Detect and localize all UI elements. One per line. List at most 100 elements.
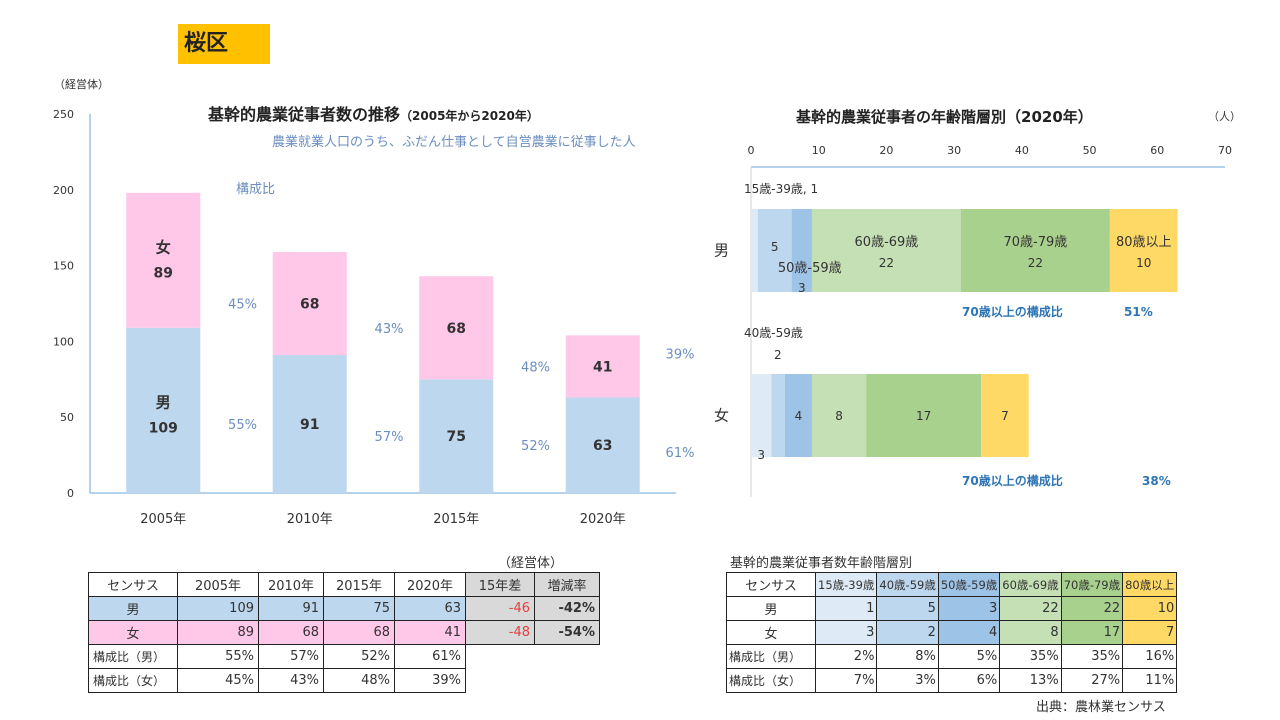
bar-segment	[751, 374, 772, 457]
ward-label: 桜区	[178, 24, 270, 64]
table-header-cell: 2020年	[394, 572, 466, 597]
table-cell: 89	[177, 620, 259, 645]
bar-value-label: 68	[300, 297, 319, 313]
table-cell: 10	[1122, 596, 1178, 621]
segment-value-label: 17	[916, 409, 931, 423]
ratio-label-male: 57%	[375, 430, 404, 445]
table-header-cell: 40歳-59歳	[876, 572, 939, 597]
bar-female	[272, 251, 347, 356]
x-tick-label: 20	[879, 144, 893, 157]
table-cell: -48	[465, 620, 535, 645]
ratio-label-female: 48%	[521, 360, 550, 375]
table-header-cell: 2010年	[258, 572, 324, 597]
x-tick-label: 60	[1150, 144, 1164, 157]
table-header-cell: 2005年	[177, 572, 259, 597]
y-tick-label: 150	[53, 260, 74, 273]
segment-value-label: 7	[1001, 409, 1009, 423]
chart1-ratio-label: 構成比	[236, 182, 275, 197]
table-cell: 22	[999, 596, 1062, 621]
table-row: 構成比（男） 2% 8% 5% 35% 35% 16%	[726, 644, 1178, 669]
bar-segment	[784, 374, 812, 457]
table-cell: 91	[258, 596, 324, 621]
callout-male-15-39: 15歳-39歳, 1	[744, 182, 818, 196]
female-ratio70-label: 70歳以上の構成比	[962, 473, 1063, 488]
table-cell: 8	[999, 620, 1062, 645]
table-header-cell: 80歳以上	[1122, 572, 1178, 597]
ratio-label-female: 45%	[228, 298, 257, 313]
table-cell: 7	[1122, 620, 1178, 645]
table-header-cell: 増減率	[534, 572, 600, 597]
bar-segment	[751, 209, 758, 292]
x-tick-label: 40	[1015, 144, 1029, 157]
table-cell: 1	[814, 596, 878, 621]
bar-value-label: 89	[154, 265, 173, 281]
table-cell: 3	[937, 596, 1001, 621]
table-cell: 構成比（男）	[726, 644, 816, 669]
table-cell: -46	[465, 596, 535, 621]
table-row: センサス 2005年 2010年 2015年 2020年 15年差 増減率	[88, 572, 600, 597]
ratio-label-male: 61%	[666, 446, 695, 461]
callout-female-40-59-value: 2	[774, 348, 782, 362]
female-ratio70-value: 38%	[1142, 474, 1171, 488]
bar-female	[565, 335, 640, 398]
table-cell: 27%	[1060, 668, 1124, 693]
bar-segment	[811, 209, 961, 292]
segment-value-label: 3	[798, 281, 806, 295]
table-header-cell: 15歳-39歳	[814, 572, 878, 597]
y-tick-label: 100	[53, 335, 74, 348]
bar-value-label: 91	[300, 417, 319, 433]
table-row: 構成比（女） 45% 43% 48% 39%	[88, 668, 600, 693]
table-row: 構成比（男） 55% 57% 52% 61%	[88, 644, 600, 669]
chart-workers-trend: （経営体） 基幹的農業従事者数の推移（2005年から2020年） 農業就業人口の…	[53, 77, 695, 527]
table-cell: 女	[726, 620, 816, 645]
table-cell: 3%	[876, 668, 939, 693]
table-header-cell: 15年差	[465, 572, 535, 597]
table-workers-by-sex: センサス 2005年 2010年 2015年 2020年 15年差 増減率 男 …	[88, 572, 600, 693]
bar-segment	[771, 374, 785, 457]
male-ratio70-value: 51%	[1124, 305, 1153, 319]
table-cell: 構成比（女）	[726, 668, 816, 693]
table-cell: 6%	[937, 668, 1001, 693]
table-cell: 22	[1060, 596, 1124, 621]
x-tick-label: 0	[748, 144, 755, 157]
ratio-label-male: 55%	[228, 418, 257, 433]
table-cell: 8%	[876, 644, 939, 669]
bar-segment	[960, 209, 1110, 292]
row-label: 男	[714, 242, 729, 260]
y-tick-label: 200	[53, 184, 74, 197]
table-header-cell: 70歳-79歳	[1060, 572, 1124, 597]
bar-value-label: 75	[447, 429, 466, 445]
segment-value-label: 22	[1028, 256, 1043, 270]
table-cell: -54%	[534, 620, 600, 645]
bar-male	[565, 397, 640, 493]
ratio-label-male: 52%	[521, 439, 550, 454]
bar-value-label: 63	[593, 438, 612, 454]
x-tick-label: 2005年	[140, 512, 186, 527]
table-header-cell: センサス	[88, 572, 178, 597]
table-cell: 45%	[177, 668, 259, 693]
table1-unit: （経営体）	[498, 556, 564, 571]
table-header-cell: 50歳-59歳	[937, 572, 1001, 597]
table-row: 女 3 2 4 8 17 7	[726, 620, 1178, 645]
callout-female-40-59: 40歳-59歳	[744, 326, 803, 340]
segment-name-label: 70歳-79歳	[1004, 235, 1068, 250]
table-cell: 55%	[177, 644, 259, 669]
segment-name-label: 60歳-69歳	[855, 235, 919, 250]
y-tick-label: 0	[67, 487, 74, 500]
table-cell: 61%	[394, 644, 466, 669]
bar-segment	[981, 374, 1029, 457]
bar-segment	[757, 209, 792, 292]
table-header-cell: 60歳-69歳	[999, 572, 1062, 597]
male-ratio70-label: 70歳以上の構成比	[962, 304, 1063, 319]
bar-segment	[791, 209, 812, 292]
table-cell: 7%	[814, 668, 878, 693]
bar-male	[126, 327, 201, 493]
bar-value-label: 41	[593, 359, 612, 375]
segment-value-label: 10	[1136, 256, 1151, 270]
table-cell: 5	[876, 596, 939, 621]
bar-segment	[811, 374, 867, 457]
table-cell: 13%	[999, 668, 1062, 693]
bar-segment	[866, 374, 982, 457]
table-cell: 68	[258, 620, 324, 645]
table-cell: -42%	[534, 596, 600, 621]
